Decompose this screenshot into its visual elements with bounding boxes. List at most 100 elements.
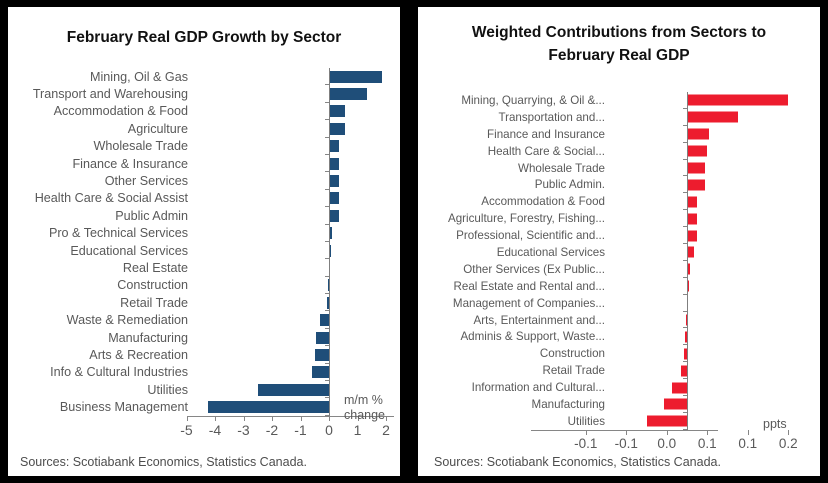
bar (687, 94, 789, 106)
bar-track (611, 345, 820, 363)
category-tick (683, 107, 687, 109)
category-label: Professional, Scientific and... (456, 229, 605, 243)
bar-track (194, 259, 400, 277)
x-axis-tick-label: 1 (353, 422, 362, 438)
bar-row: Manufacturing (418, 396, 820, 413)
category-label: Agriculture (127, 121, 188, 136)
bar (685, 331, 687, 343)
bar (687, 213, 697, 225)
bar-track (194, 207, 400, 225)
category-label: Agriculture, Forestry, Fishing... (448, 212, 605, 226)
category-tick (325, 362, 329, 364)
category-label: Retail Trade (120, 295, 188, 310)
bar (257, 383, 329, 396)
category-label: Accommodation & Food (481, 195, 605, 209)
bar (683, 348, 687, 360)
category-label: Manufacturing (531, 397, 605, 411)
category-tick (325, 293, 329, 295)
x-axis-tick-label: -3 (237, 422, 250, 438)
bar-row: Pro & Technical Services (8, 225, 400, 242)
bar (687, 246, 695, 258)
category-label: Transportation and... (498, 110, 605, 124)
x-axis-tick-label: 0 (325, 422, 333, 438)
bar-track (611, 176, 820, 194)
bar-row: Utilities (8, 381, 400, 399)
bar-track (194, 138, 400, 155)
bar-row: Agriculture (8, 120, 400, 138)
bar-row: Management of Companies... (418, 295, 820, 312)
category-label: Retail Trade (542, 364, 605, 378)
left-chart-panel: February Real GDP Growth by Sector Minin… (8, 7, 400, 476)
bar-row: Mining, Oil & Gas (8, 68, 400, 86)
bar-track (194, 190, 400, 208)
bar-row: Health Care & Social... (418, 143, 820, 160)
category-label: Transport and Warehousing (32, 87, 188, 102)
bar-track (611, 312, 820, 329)
bar-row: Finance and Insurance (418, 126, 820, 143)
bar-row: Construction (418, 345, 820, 363)
bar-track (194, 85, 400, 103)
bar (687, 128, 710, 140)
category-label: Educational Services (70, 243, 188, 258)
bar (311, 366, 329, 379)
category-label: Other Services (104, 174, 188, 189)
bar (329, 157, 339, 170)
bar-track (194, 329, 400, 347)
category-tick (683, 226, 687, 228)
category-tick (683, 243, 687, 245)
bar-row: Info & Cultural Industries (8, 364, 400, 382)
bar-track (194, 242, 400, 260)
bar (329, 192, 339, 205)
right-chart-panel: Weighted Contributions from Sectors to F… (418, 7, 820, 476)
x-axis-tick (300, 416, 302, 421)
bar-row: Other Services (Ex Public... (418, 261, 820, 278)
category-tick (325, 327, 329, 329)
category-label: Mining, Oil & Gas (90, 69, 188, 84)
category-tick (683, 209, 687, 211)
category-tick (683, 192, 687, 194)
x-axis-tick (357, 416, 359, 421)
x-axis-tick (215, 416, 216, 421)
bar-track (194, 172, 400, 190)
category-label: Manufacturing (108, 330, 188, 345)
bar-track (611, 160, 820, 177)
x-axis-tick (386, 416, 387, 421)
bar-row: Retail Trade (418, 362, 820, 380)
bar-track (194, 381, 400, 399)
category-label: Health Care & Social... (487, 144, 605, 158)
bar-track (611, 227, 820, 245)
bar-track (611, 328, 820, 346)
bar (329, 70, 382, 83)
bar-track (611, 193, 820, 211)
category-label: Public Admin (115, 208, 188, 223)
bar-row: Arts & Recreation (8, 346, 400, 364)
category-label: Information and Cultural... (471, 381, 605, 395)
category-tick (325, 223, 329, 225)
x-axis-tick (707, 430, 709, 435)
bar-row: Educational Services (418, 244, 820, 261)
category-label: Construction (117, 278, 188, 293)
category-tick (325, 188, 329, 190)
bar-track (194, 311, 400, 329)
x-axis-tick-label: 0.1 (738, 436, 758, 451)
bar-row: Business Management (8, 398, 400, 416)
x-axis-tick-label: -0.1 (574, 436, 598, 451)
x-axis-tick-label: -4 (208, 422, 222, 438)
x-axis-tick (186, 416, 188, 421)
category-label: Mining, Quarrying, & Oil &... (461, 93, 605, 107)
category-tick (683, 276, 687, 278)
category-label: Finance and Insurance (487, 127, 605, 141)
left-unit-note: m/m % change (344, 393, 386, 422)
category-tick (325, 258, 329, 260)
bar-row: Real Estate (8, 259, 400, 277)
category-label: Real Estate (122, 260, 188, 275)
category-tick (325, 136, 329, 138)
category-tick (325, 171, 329, 173)
right-chart-title-line1: Weighted Contributions from Sectors to (471, 24, 767, 41)
left-chart-title: February Real GDP Growth by Sector (66, 29, 342, 46)
category-tick (683, 310, 687, 312)
bar-row: Mining, Quarrying, & Oil &... (418, 92, 820, 109)
category-tick (325, 153, 329, 155)
bar-track (194, 120, 400, 138)
bar (320, 314, 329, 327)
